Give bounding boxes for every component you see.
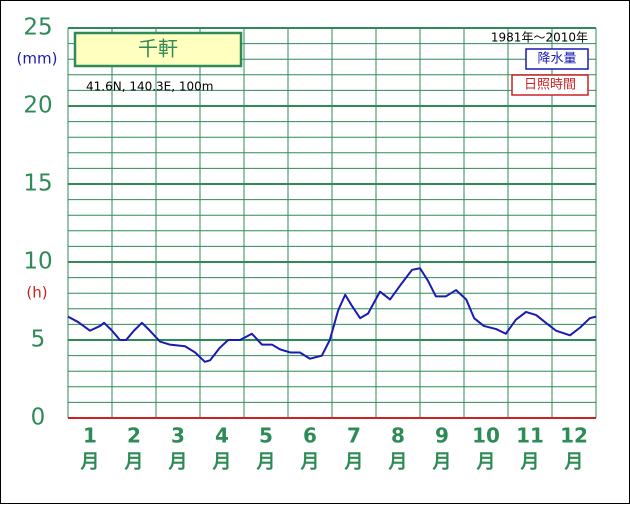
series-line bbox=[67, 267, 597, 363]
legend-label: 日照時間 bbox=[524, 78, 576, 93]
legend-label: 降水量 bbox=[537, 52, 576, 67]
x-tick-unit: 月 bbox=[431, 451, 451, 473]
y-tick-label: 5 bbox=[31, 327, 46, 353]
x-tick-unit: 月 bbox=[563, 451, 583, 473]
x-tick-label: 4 bbox=[215, 424, 229, 448]
x-tick-label: 7 bbox=[347, 424, 361, 448]
x-tick-unit: 月 bbox=[387, 451, 407, 473]
y-tick-label: 10 bbox=[23, 249, 52, 275]
y-tick-label: 20 bbox=[23, 93, 52, 119]
x-tick-label: 2 bbox=[127, 424, 141, 448]
x-tick-unit: 月 bbox=[255, 451, 275, 473]
x-tick-label: 10 bbox=[472, 424, 500, 448]
period: 1981年～2010年 bbox=[491, 31, 588, 45]
x-tick-unit: 月 bbox=[519, 451, 539, 473]
x-tick-label: 11 bbox=[516, 424, 544, 448]
x-tick-unit: 月 bbox=[475, 451, 495, 473]
x-tick-label: 5 bbox=[259, 424, 273, 448]
y-tick-label: 15 bbox=[23, 171, 52, 197]
legend-box bbox=[525, 48, 589, 70]
y-unit-right: (h) bbox=[26, 284, 47, 302]
x-tick-label: 9 bbox=[435, 424, 449, 448]
x-tick-label: 1 bbox=[83, 424, 97, 448]
x-tick-label: 8 bbox=[391, 424, 405, 448]
location: 41.6N, 140.3E, 100m bbox=[86, 80, 213, 94]
x-tick-unit: 月 bbox=[299, 451, 319, 473]
y-tick-label: 0 bbox=[31, 405, 46, 431]
y-unit-left: (mm) bbox=[17, 50, 58, 68]
x-tick-unit: 月 bbox=[123, 451, 143, 473]
chart-title: 千軒 bbox=[138, 37, 178, 61]
x-tick-label: 3 bbox=[171, 424, 185, 448]
x-tick-unit: 月 bbox=[343, 451, 363, 473]
x-tick-unit: 月 bbox=[79, 451, 99, 473]
legend-box bbox=[511, 74, 589, 96]
x-tick-unit: 月 bbox=[167, 451, 187, 473]
title-box bbox=[73, 31, 243, 68]
x-tick-label: 6 bbox=[303, 424, 317, 448]
y-tick-label: 25 bbox=[23, 15, 52, 41]
x-tick-unit: 月 bbox=[211, 451, 231, 473]
x-tick-label: 12 bbox=[560, 424, 588, 448]
